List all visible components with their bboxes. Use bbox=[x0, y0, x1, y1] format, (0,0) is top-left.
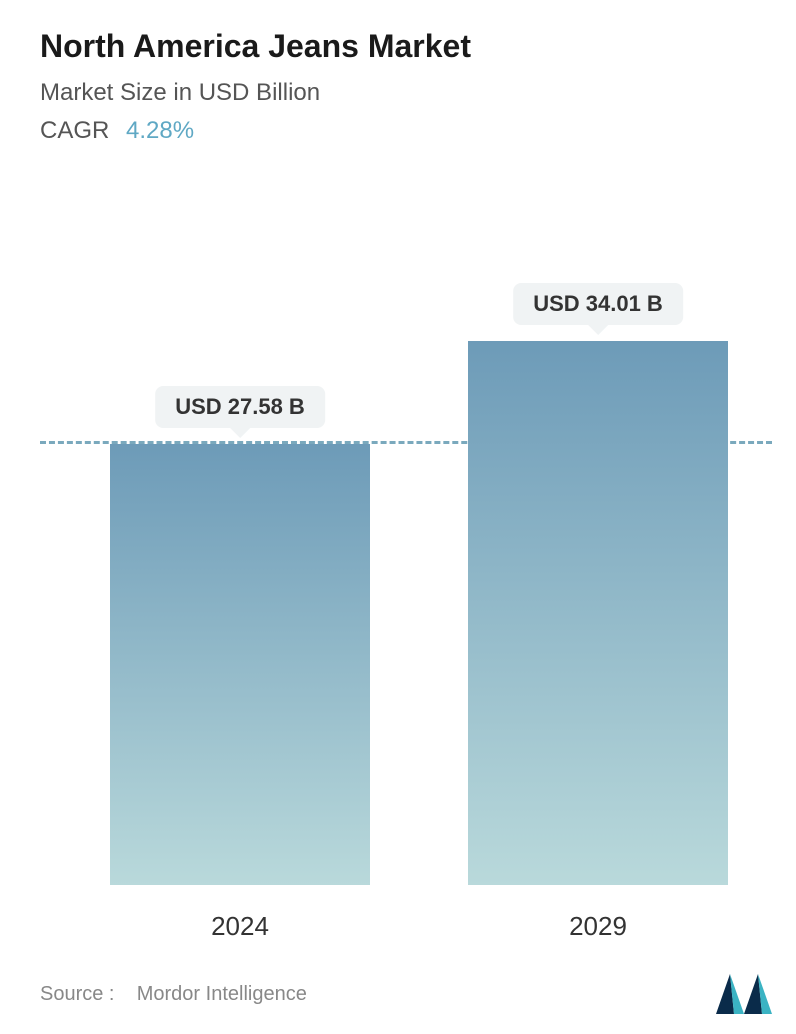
source-name: Mordor Intelligence bbox=[137, 983, 307, 1005]
footer: Source : Mordor Intelligence bbox=[40, 970, 772, 1014]
cagr-label: CAGR bbox=[40, 117, 109, 144]
x-label-2024: 2024 bbox=[110, 911, 370, 942]
chart-card: North America Jeans Market Market Size i… bbox=[0, 0, 796, 1034]
cagr-row: CAGR 4.28% bbox=[40, 117, 772, 145]
brand-logo-icon bbox=[716, 974, 772, 1014]
bar-wrap-2029: USD 34.01 B bbox=[468, 245, 728, 885]
value-pill-2029: USD 34.01 B bbox=[513, 283, 683, 325]
chart-area: USD 27.58 B USD 34.01 B 2024 2029 bbox=[40, 185, 772, 950]
source-text: Source : Mordor Intelligence bbox=[40, 983, 307, 1006]
bar-wrap-2024: USD 27.58 B bbox=[110, 245, 370, 885]
plot-region: USD 27.58 B USD 34.01 B bbox=[40, 245, 772, 885]
value-pill-2024: USD 27.58 B bbox=[155, 386, 325, 428]
chart-subtitle: Market Size in USD Billion bbox=[40, 79, 772, 107]
chart-title: North America Jeans Market bbox=[40, 28, 772, 65]
x-label-2029: 2029 bbox=[468, 911, 728, 942]
bar-2029 bbox=[468, 341, 728, 885]
cagr-value: 4.28% bbox=[126, 117, 194, 144]
source-label: Source : bbox=[40, 983, 114, 1005]
bar-2024 bbox=[110, 444, 370, 885]
